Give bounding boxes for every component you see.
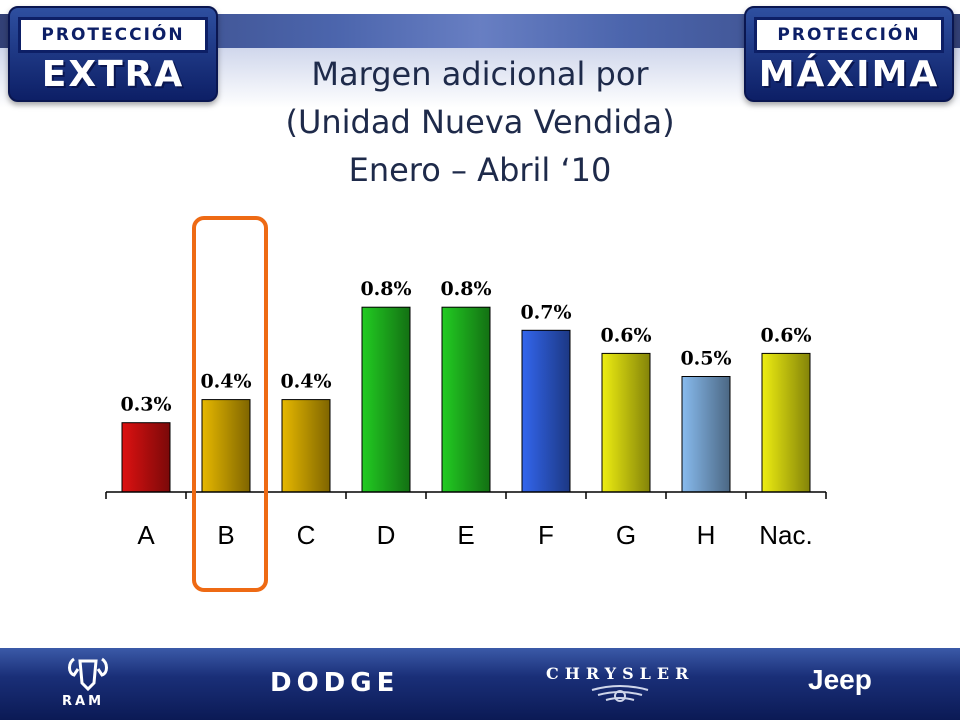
category-label-e: E — [457, 520, 474, 550]
bar-e — [441, 306, 491, 493]
value-label-h: 0.5% — [680, 348, 731, 370]
title-line-2: (Unidad Nueva Vendida) — [285, 103, 675, 141]
bar-g — [601, 352, 651, 493]
bar-h — [681, 376, 731, 493]
chart-title: Margen adicional por (Unidad Nueva Vendi… — [180, 50, 780, 194]
proteccion-maxima-badge: PROTECCIÓN MÁXIMA — [744, 6, 954, 102]
category-label-d: D — [377, 520, 396, 550]
ram-logo-text: RAM — [62, 694, 105, 709]
value-label-nac: 0.6% — [760, 324, 811, 346]
brand-footer — [0, 648, 960, 720]
category-label-a: A — [137, 520, 155, 550]
value-label-b: 0.4% — [200, 371, 251, 393]
badge-big-text: MÁXIMA — [758, 53, 940, 95]
value-label-d: 0.8% — [360, 278, 411, 300]
category-label-h: H — [697, 520, 716, 550]
proteccion-extra-badge: PROTECCIÓN EXTRA — [8, 6, 218, 102]
title-line-3: Enero – Abril ‘10 — [348, 151, 612, 189]
value-label-a: 0.3% — [120, 394, 171, 416]
chrysler-logo: CHRYSLER — [546, 664, 695, 683]
category-label-f: F — [538, 520, 554, 550]
value-label-e: 0.8% — [440, 278, 491, 300]
bar-a — [121, 422, 171, 493]
ram-head-icon — [68, 657, 108, 691]
value-label-g: 0.6% — [600, 324, 651, 346]
highlight-box-b — [192, 216, 268, 592]
chrysler-wing-icon — [591, 685, 649, 702]
badge-top-text: PROTECCIÓN — [754, 17, 944, 53]
title-line-1: Margen adicional por — [311, 55, 649, 93]
badge-big-text: EXTRA — [41, 53, 185, 95]
bar-nac — [761, 352, 811, 493]
dodge-logo: DODGE — [270, 668, 400, 698]
value-label-f: 0.7% — [520, 301, 571, 323]
category-label-nac: Nac. — [759, 520, 812, 550]
bar-c — [281, 399, 331, 493]
jeep-logo: Jeep — [808, 664, 872, 695]
category-label-b: B — [217, 520, 234, 550]
value-label-c: 0.4% — [280, 371, 331, 393]
category-label-c: C — [297, 520, 316, 550]
bar-f — [521, 329, 571, 493]
badge-top-text: PROTECCIÓN — [18, 17, 208, 53]
category-label-g: G — [616, 520, 636, 550]
bar-d — [361, 306, 411, 493]
